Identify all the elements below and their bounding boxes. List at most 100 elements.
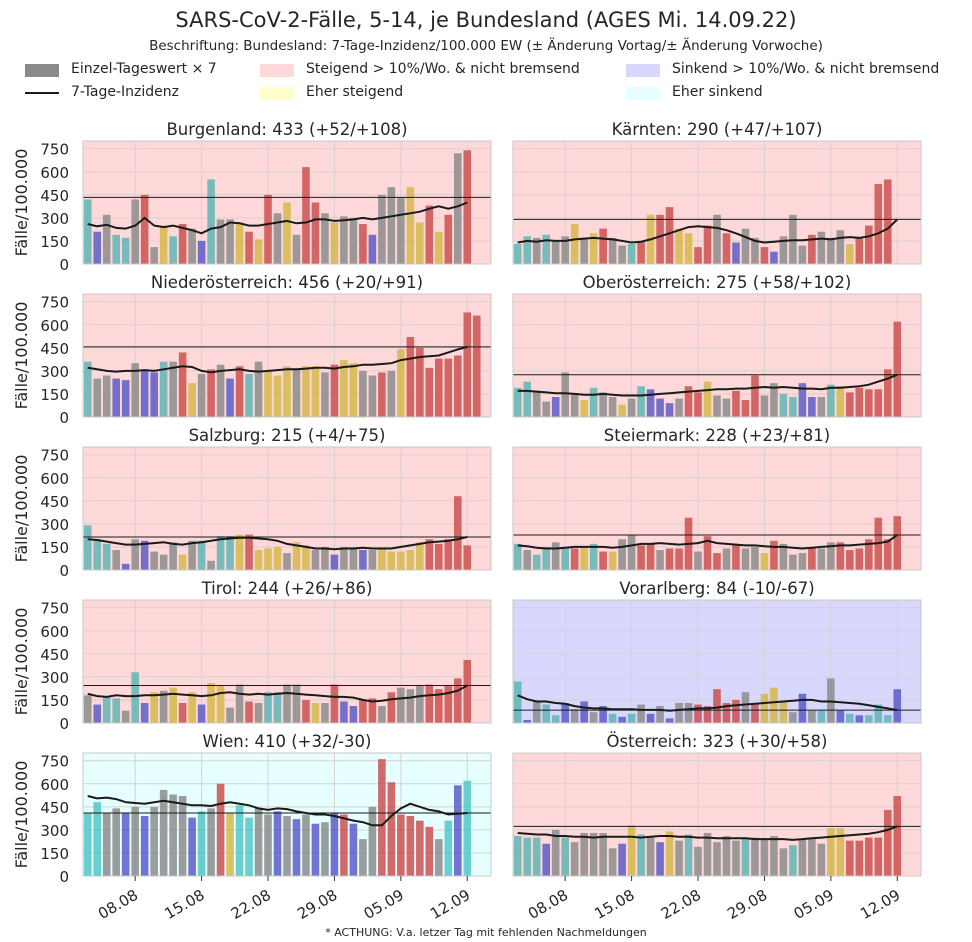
panel-frame: [512, 599, 922, 724]
bar: [722, 548, 731, 570]
bar: [273, 811, 282, 876]
bar: [789, 554, 797, 570]
bar: [140, 370, 149, 417]
bar: [513, 543, 522, 570]
bar: [444, 820, 453, 876]
bar: [340, 701, 348, 723]
bar: [406, 337, 415, 417]
panel-frame: [82, 140, 492, 265]
bar: [302, 814, 310, 876]
bar: [245, 701, 253, 723]
bar: [444, 539, 453, 570]
bar: [770, 383, 778, 417]
bar: [627, 398, 636, 417]
incidence-line: [87, 201, 468, 235]
bar: [551, 542, 560, 570]
incidence-line: [517, 534, 898, 550]
x-tick-label: 29.08: [294, 886, 340, 923]
bar: [865, 539, 873, 570]
bar: [846, 713, 854, 723]
legend-swatch-eher-steigend: [260, 87, 294, 100]
bar: [713, 214, 721, 264]
bar: [703, 832, 712, 876]
bar: [646, 389, 655, 417]
bar: [321, 703, 329, 723]
bar: [292, 819, 301, 876]
bar: [665, 207, 674, 264]
bar: [561, 372, 569, 417]
bar: [273, 546, 282, 570]
bar: [618, 245, 626, 264]
bar: [283, 553, 291, 570]
y-tick-label: 750: [40, 753, 69, 771]
bar: [349, 706, 358, 723]
bar: [589, 233, 598, 264]
bar: [330, 684, 339, 723]
bar: [207, 179, 215, 264]
bar: [722, 703, 731, 723]
bar: [178, 224, 187, 264]
bar: [893, 321, 902, 417]
bar: [387, 692, 396, 723]
bar: [311, 550, 320, 570]
bar: [570, 224, 579, 264]
bar: [684, 703, 693, 723]
bar: [435, 689, 443, 723]
bar: [618, 404, 626, 417]
panel-title: Steiermark: 228 (+23/+81): [604, 426, 830, 445]
bar: [817, 843, 826, 876]
bar: [760, 839, 769, 876]
bar: [741, 400, 750, 417]
bar: [779, 393, 788, 417]
y-tick-label: 300: [40, 822, 69, 840]
bar: [273, 375, 282, 417]
bar: [846, 550, 854, 570]
bar: [254, 239, 263, 264]
bar: [397, 197, 405, 264]
page-subtitle: Beschriftung: Bundesland: 7-Tage-Inziden…: [149, 38, 823, 54]
bar: [883, 809, 892, 876]
bar: [207, 683, 215, 723]
bar: [694, 247, 702, 264]
y-tick-label: 150: [40, 845, 69, 863]
bar: [561, 546, 569, 570]
bar: [722, 233, 731, 264]
bar: [561, 236, 569, 264]
bar: [675, 228, 683, 264]
bar: [789, 397, 797, 417]
bar: [425, 684, 434, 723]
bar: [627, 825, 636, 876]
bar: [637, 704, 645, 723]
bar: [387, 370, 396, 417]
bar: [846, 244, 854, 264]
y-tick-label: 450: [40, 187, 69, 205]
bar: [112, 234, 121, 264]
bar: [599, 551, 607, 570]
bar: [836, 230, 845, 264]
legend-swatch-bar: [25, 64, 59, 77]
bar: [453, 785, 462, 876]
bar: [83, 525, 92, 570]
bar: [741, 837, 750, 876]
y-tick-label: 600: [40, 470, 69, 488]
bar: [580, 832, 588, 876]
bar: [321, 372, 329, 417]
x-tick-label: 08.08: [95, 886, 141, 923]
bar: [855, 548, 864, 570]
y-tick-label: 750: [40, 141, 69, 159]
bar: [808, 839, 816, 876]
y-tick-label: 0: [59, 715, 69, 733]
panel-österreich: Österreich: 323 (+30/+58) 08.08 15.08 22.08…: [512, 732, 922, 923]
bar: [883, 715, 892, 723]
bar: [580, 400, 588, 417]
bar: [589, 543, 598, 570]
bar: [589, 832, 598, 876]
y-tick-label: 300: [40, 516, 69, 534]
bar: [292, 684, 301, 723]
bar: [416, 347, 424, 417]
bar: [188, 817, 196, 876]
y-tick-label: 150: [40, 386, 69, 404]
bar: [226, 536, 234, 570]
bar: [302, 366, 310, 417]
